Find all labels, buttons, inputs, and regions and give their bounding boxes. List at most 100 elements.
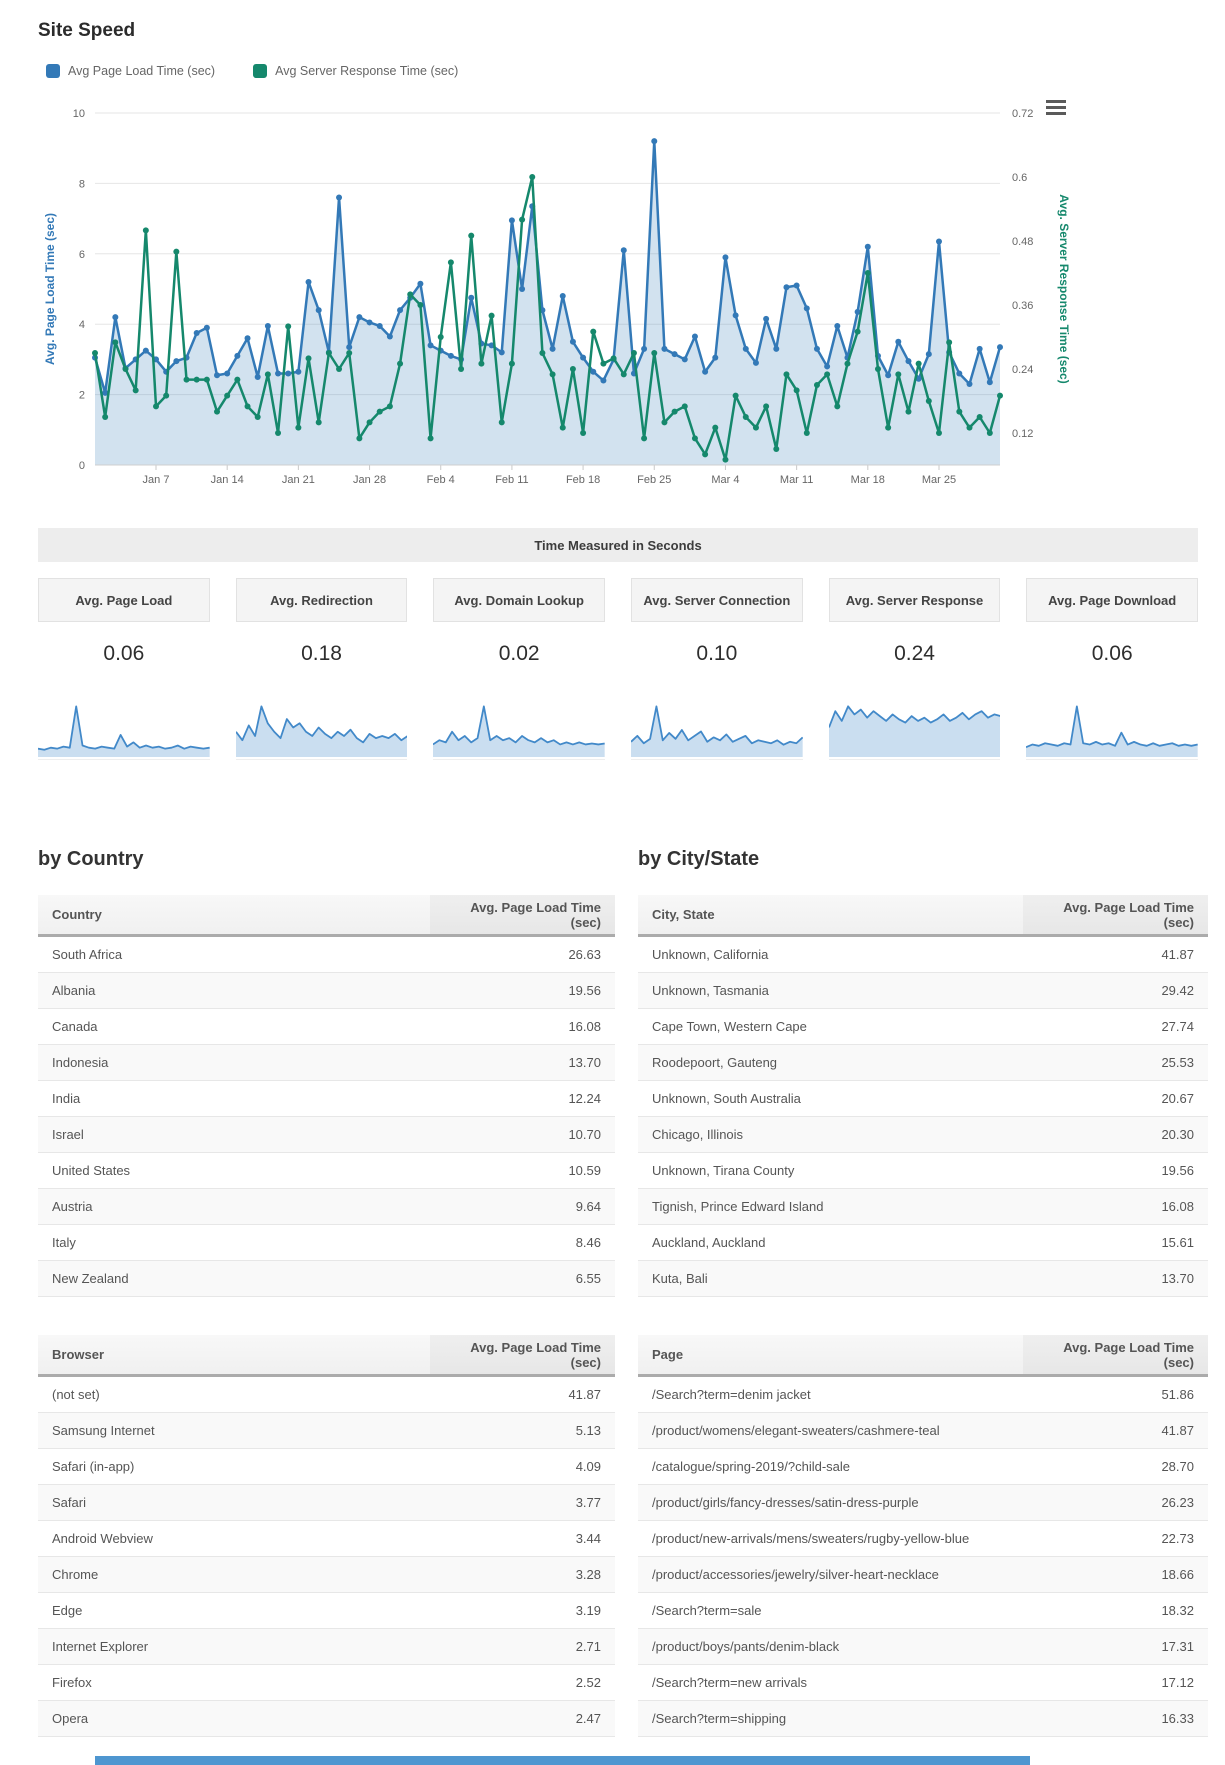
row-label: Firefox (52, 1675, 92, 1690)
row-label: Safari (52, 1495, 86, 1510)
table-row: Austria 9.64 (38, 1189, 615, 1225)
table-row: /product/accessories/jewelry/silver-hear… (638, 1557, 1208, 1593)
metric-card: Avg. Page Load 0.06 (38, 578, 210, 760)
metric-card: Avg. Domain Lookup 0.02 (433, 578, 606, 760)
row-label: Roodepoort, Gauteng (652, 1055, 778, 1070)
row-label: Cape Town, Western Cape (652, 1019, 807, 1034)
column-header-name[interactable]: Page (652, 1347, 684, 1362)
column-header-name[interactable]: Country (52, 907, 102, 922)
table-row: Roodepoort, Gauteng 25.53 (638, 1045, 1208, 1081)
table-row: South Africa 26.63 (38, 937, 615, 973)
chart-menu-icon[interactable] (1046, 100, 1066, 116)
sparkline-chart (631, 698, 803, 760)
row-label: Chrome (52, 1567, 99, 1582)
table-row: India 12.24 (38, 1081, 615, 1117)
row-value: 2.71 (575, 1639, 601, 1654)
table-row: Edge 3.19 (38, 1593, 615, 1629)
metric-card-value: 0.06 (1091, 642, 1133, 665)
row-value: 6.55 (575, 1271, 601, 1286)
column-header-value[interactable]: Avg. Page Load Time (sec) (430, 1335, 615, 1374)
row-label: Unknown, South Australia (652, 1091, 801, 1106)
row-label: Chicago, Illinois (652, 1127, 744, 1142)
right-axis-tick: 0.36 (1012, 300, 1033, 312)
table-row: Android Webview 3.44 (38, 1521, 615, 1557)
column-header-value[interactable]: Avg. Page Load Time (sec) (1023, 1335, 1208, 1374)
row-label: Israel (52, 1127, 84, 1142)
row-value: 2.52 (575, 1675, 601, 1690)
row-value: 27.74 (1161, 1019, 1194, 1034)
table-row: /product/new-arrivals/mens/sweaters/rugb… (638, 1521, 1208, 1557)
table-row: /Search?term=new arrivals 17.12 (638, 1665, 1208, 1701)
right-axis-tick: 0.12 (1012, 428, 1033, 440)
row-value: 17.31 (1161, 1639, 1194, 1654)
row-label: Kuta, Bali (652, 1271, 708, 1286)
metric-card-title: Avg. Page Download (1026, 578, 1199, 622)
legend-label: Avg Page Load Time (sec) (68, 64, 216, 78)
row-value: 22.73 (1161, 1531, 1194, 1546)
page-table: Page Avg. Page Load Time (sec)/Search?ter… (638, 1335, 1208, 1737)
row-value: 5.13 (575, 1423, 601, 1438)
left-axis-tick: 2 (79, 390, 85, 402)
column-header-name[interactable]: Browser (52, 1347, 105, 1362)
browser-table: Browser Avg. Page Load Time (sec) (not set… (38, 1335, 615, 1737)
row-label: Safari (in-app) (52, 1459, 135, 1474)
table-header-row: Page Avg. Page Load Time (sec) (638, 1335, 1208, 1377)
x-axis-tick: Mar 11 (780, 474, 813, 486)
row-value: 25.53 (1161, 1055, 1194, 1070)
left-axis-tick: 6 (79, 249, 85, 261)
row-label: /product/girls/fancy-dresses/satin-dress… (652, 1495, 919, 1510)
column-header-value[interactable]: Avg. Page Load Time (sec) (430, 895, 615, 934)
row-value: 26.23 (1161, 1495, 1194, 1510)
metric-card: Avg. Server Connection 0.10 (631, 578, 803, 760)
sparkline-chart (433, 698, 606, 760)
row-label: Albania (52, 983, 96, 998)
row-label: Austria (52, 1199, 93, 1214)
table-row: /Search?term=denim jacket 51.86 (638, 1377, 1208, 1413)
table-row: United States 10.59 (38, 1153, 615, 1189)
sparkline-chart (38, 698, 210, 760)
row-value: 19.56 (568, 983, 601, 998)
right-axis-tick: 0.48 (1012, 236, 1033, 248)
table-row: Unknown, Tirana County 19.56 (638, 1153, 1208, 1189)
row-label: Tignish, Prince Edward Island (652, 1199, 824, 1214)
metric-cards-row: Avg. Page Load 0.06 Avg. Redirection 0.18 Av… (38, 578, 1199, 760)
table-row: Internet Explorer 2.71 (38, 1629, 615, 1665)
table-row: Unknown, Tasmania 29.42 (638, 973, 1208, 1009)
row-value: 41.87 (1161, 1423, 1194, 1438)
column-header-value[interactable]: Avg. Page Load Time (sec) (1023, 895, 1208, 934)
next-chart-partial-strip (95, 1756, 1030, 1765)
row-value: 8.46 (575, 1235, 601, 1250)
left-axis-tick: 4 (79, 319, 85, 331)
table-row: /catalogue/spring-2019/?child-sale 28.70 (638, 1449, 1208, 1485)
page-load-swatch-icon (46, 64, 60, 78)
legend-item-server-response: Avg Server Response Time (sec) (253, 64, 458, 78)
table-row: Albania 19.56 (38, 973, 615, 1009)
row-label: Unknown, California (652, 947, 769, 962)
row-label: /product/new-arrivals/mens/sweaters/rugb… (652, 1531, 970, 1546)
table-row: Cape Town, Western Cape 27.74 (638, 1009, 1208, 1045)
row-value: 19.56 (1161, 1163, 1194, 1178)
x-axis-tick: Feb 4 (427, 474, 455, 486)
row-value: 3.77 (575, 1495, 601, 1510)
metric-card: Avg. Page Download 0.06 (1026, 578, 1199, 760)
left-axis-tick: 8 (79, 178, 85, 190)
metric-card-title: Avg. Domain Lookup (433, 578, 606, 622)
right-axis-title: Avg. Server Response Time (sec) (1057, 194, 1071, 383)
table-row: Canada 16.08 (38, 1009, 615, 1045)
metric-card-title: Avg. Server Connection (631, 578, 803, 622)
metric-card: Avg. Server Response 0.24 (828, 578, 1001, 760)
site-speed-chart: 0 2 4 6 8 10 0.12 0.24 0.36 0.48 0.6 0.72 Jan 7 Jan 1… (38, 88, 1198, 488)
sparkline-chart (1026, 698, 1199, 760)
row-label: /Search?term=new arrivals (652, 1675, 807, 1690)
column-header-name[interactable]: City, State (652, 907, 715, 922)
country-table: Country Avg. Page Load Time (sec) South Af… (38, 895, 615, 1297)
metric-card-title: Avg. Page Load (38, 578, 210, 622)
table-row: Indonesia 13.70 (38, 1045, 615, 1081)
row-label: Android Webview (52, 1531, 153, 1546)
row-label: Opera (52, 1711, 89, 1726)
row-label: Italy (52, 1235, 76, 1250)
left-axis-title: Avg. Page Load Time (sec) (43, 213, 57, 365)
row-label: /product/boys/pants/denim-black (652, 1639, 840, 1654)
table-row: /Search?term=shipping 16.33 (638, 1701, 1208, 1737)
row-value: 15.61 (1161, 1235, 1194, 1250)
